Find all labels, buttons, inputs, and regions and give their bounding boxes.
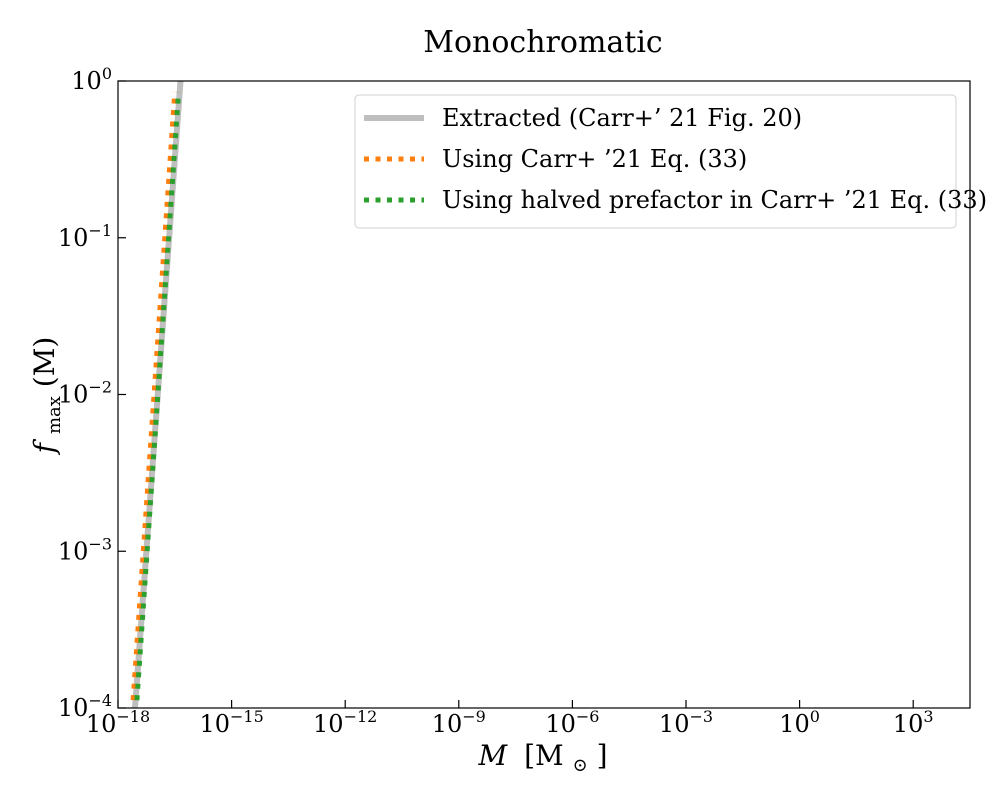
- series-layer: [130, 80, 184, 709]
- x-axis-label-main: M: [477, 739, 508, 772]
- x-tick-label: 10−12: [313, 707, 377, 738]
- x-tick-label: 10−6: [545, 707, 599, 738]
- x-tick-label: 103: [893, 707, 934, 738]
- legend-label-2: Using Carr+ ’21 Eq. (33): [442, 145, 747, 173]
- y-tick-label: 100: [71, 64, 112, 95]
- x-tick-label: 10−3: [659, 707, 713, 738]
- y-tick-label: 10−2: [58, 378, 112, 409]
- y-tick-label: 10−4: [58, 691, 112, 722]
- x-axis-ticks: 10−18 10−15 10−12 10−9 10−6 10−3 100 103: [86, 700, 934, 738]
- legend-label-3: Using halved prefactor in Carr+ ’21 Eq. …: [442, 186, 987, 214]
- x-tick-label: 100: [779, 707, 820, 738]
- series-line-2: [130, 91, 178, 701]
- chart-title: Monochromatic: [423, 25, 662, 60]
- y-axis-label-main: f: [28, 438, 61, 455]
- x-tick-label: 10−15: [199, 707, 263, 738]
- x-axis-label-unit-sub: ⊙: [573, 755, 588, 776]
- y-axis-ticks: 10−4 10−3 10−2 10−1 100: [58, 64, 126, 722]
- y-axis-label: f max (M): [28, 337, 67, 456]
- x-axis-label-unit-suffix: ]: [597, 739, 608, 772]
- legend-box: [354, 94, 957, 229]
- legend-label-1: Extracted (Carr+’ 21 Fig. 20): [442, 104, 802, 132]
- y-tick-label: 10−1: [58, 221, 112, 252]
- y-axis-label-sub: max: [44, 396, 65, 434]
- x-axis-label-unit-prefix: [M: [524, 739, 564, 772]
- x-tick-label: 10−18: [86, 707, 150, 738]
- legend: Extracted (Carr+’ 21 Fig. 20) Using Carr+…: [354, 94, 987, 229]
- x-axis-label: M [M ⊙ ]: [477, 739, 607, 778]
- x-tick-label: 10−9: [432, 707, 486, 738]
- y-axis-label-arg: (M): [28, 337, 61, 388]
- y-tick-label: 10−3: [58, 534, 112, 565]
- series-line-3: [134, 91, 182, 701]
- series-line-1: [132, 80, 184, 709]
